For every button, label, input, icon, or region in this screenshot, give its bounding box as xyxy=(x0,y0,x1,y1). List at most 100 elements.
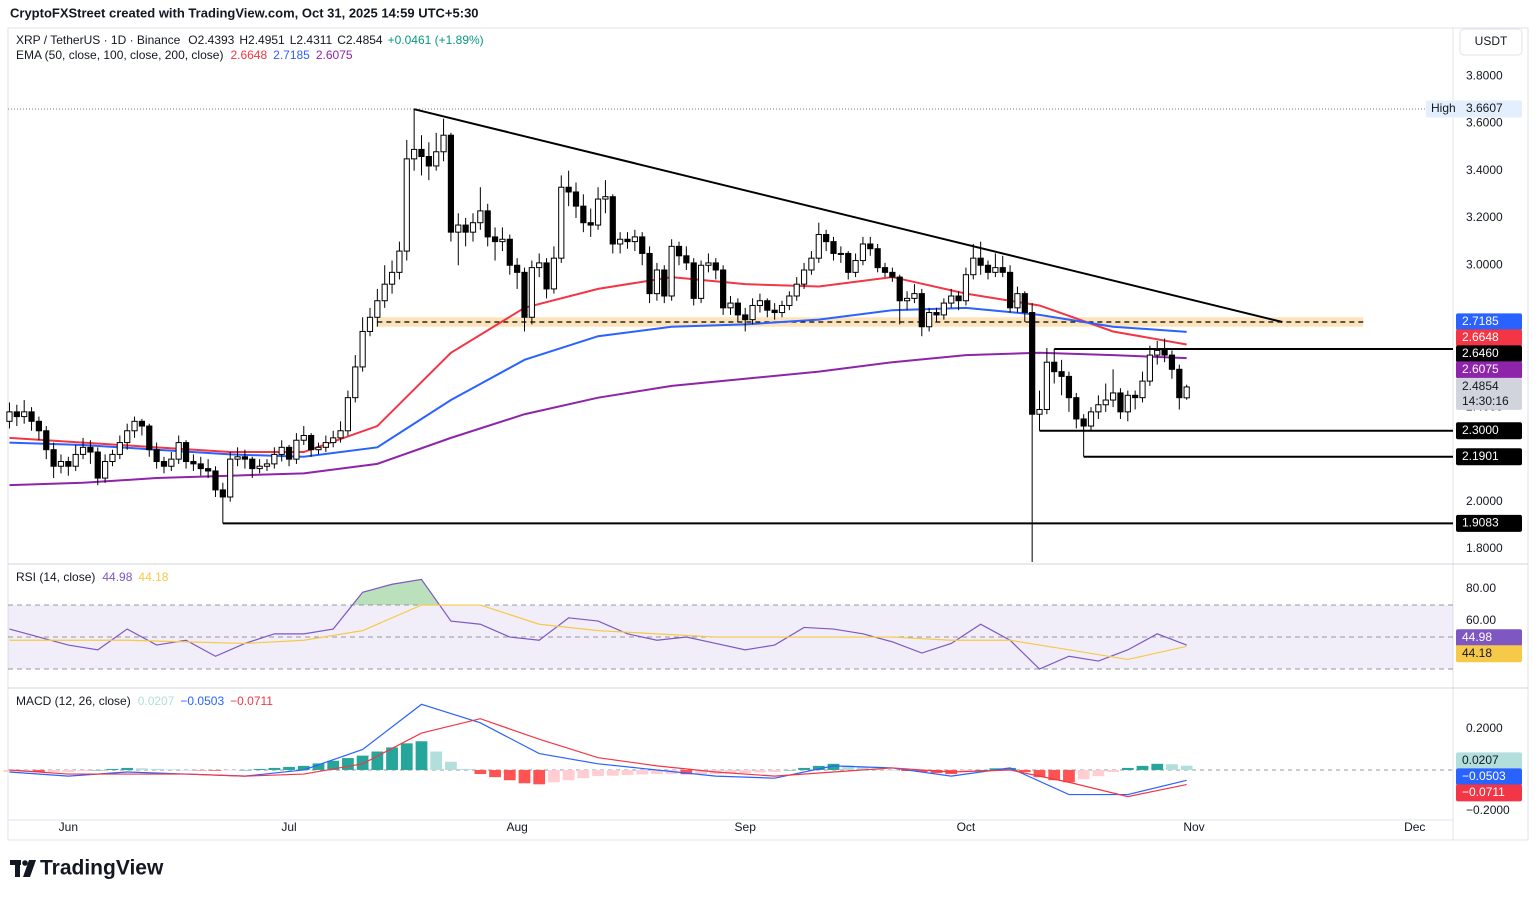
price-tag-label: 2.6648 xyxy=(1462,330,1499,344)
histogram-bar xyxy=(33,769,45,773)
histogram-bar xyxy=(1048,769,1061,781)
candle-body xyxy=(1051,361,1058,373)
histogram-bar xyxy=(695,769,707,775)
candle-body xyxy=(322,442,329,448)
candle-body xyxy=(1087,411,1095,427)
price-change: +0.0461 (+1.89%) xyxy=(388,33,484,47)
histogram-bar xyxy=(150,768,163,770)
candle-body xyxy=(28,411,35,422)
legend-value: −0.0503 xyxy=(180,694,224,708)
histogram-bar xyxy=(224,769,237,771)
pane-legend: RSI (14, close) xyxy=(16,570,95,584)
last-price-tag xyxy=(1456,377,1522,410)
histogram-bar xyxy=(812,765,825,770)
price-tag-label: 2.7185 xyxy=(1462,314,1499,328)
y-tick-label: 3.2000 xyxy=(1466,210,1503,224)
histogram-bar xyxy=(857,766,869,770)
candle-body xyxy=(293,439,300,460)
brand-name: TradingView xyxy=(40,857,164,880)
candle-body xyxy=(315,446,322,451)
candle-body xyxy=(308,435,315,451)
candle-body xyxy=(1183,386,1190,399)
histogram-bar xyxy=(680,769,693,775)
candle-body xyxy=(646,252,653,295)
histogram-bar xyxy=(400,743,413,770)
x-tick-label: Jun xyxy=(59,820,78,834)
histogram-bar xyxy=(239,769,251,771)
candle-body xyxy=(514,264,521,273)
x-tick-label: Dec xyxy=(1404,820,1425,834)
candle-body xyxy=(381,283,388,302)
candle-body xyxy=(977,257,984,266)
chart-frame xyxy=(7,27,1529,841)
candle-body xyxy=(249,458,256,470)
candle-body xyxy=(675,245,683,257)
candle-body xyxy=(1124,394,1131,413)
candle-body xyxy=(962,274,970,302)
candle-body xyxy=(1073,397,1080,420)
currency-button[interactable] xyxy=(1459,28,1523,56)
candle-body xyxy=(690,262,697,299)
candle-body xyxy=(1036,408,1043,415)
histogram-bar xyxy=(739,769,752,774)
ohlc-label: O xyxy=(188,33,197,47)
candle-body xyxy=(256,465,263,470)
legend-value: 2.6075 xyxy=(316,48,353,62)
candle-body xyxy=(896,276,903,302)
candle-body xyxy=(182,442,190,463)
x-tick-label: Oct xyxy=(957,820,976,834)
candle-body xyxy=(587,222,594,226)
price-tag xyxy=(1456,629,1522,647)
histogram-bar xyxy=(636,769,649,775)
candle-body xyxy=(874,248,881,269)
candle-body xyxy=(278,446,285,455)
candle-body xyxy=(661,269,668,297)
y-tick-label: 0.2000 xyxy=(1466,721,1503,735)
candle-body xyxy=(433,151,440,167)
candle-body xyxy=(881,267,889,273)
candle-body xyxy=(1080,418,1087,427)
candle-body xyxy=(447,134,455,233)
candle-body xyxy=(87,446,94,453)
histogram-bar xyxy=(651,769,663,775)
histogram-bar xyxy=(827,763,840,770)
ohlc-value: 2.4311 xyxy=(296,33,332,47)
histogram-bar xyxy=(886,769,899,771)
price-tag-label: 2.1901 xyxy=(1462,449,1499,463)
histogram-bar xyxy=(386,747,398,770)
price-tag-label: 0.0207 xyxy=(1462,753,1499,767)
indicator-line xyxy=(9,578,1187,670)
histogram-bar xyxy=(518,769,531,784)
x-tick-label: Nov xyxy=(1183,820,1204,834)
candle-body xyxy=(859,243,867,262)
candle-body xyxy=(1102,399,1109,406)
candle-body xyxy=(50,449,57,467)
candle-body xyxy=(1176,368,1183,399)
candle-body xyxy=(867,243,874,250)
histogram-bar xyxy=(209,769,222,771)
histogram-bar xyxy=(1166,764,1178,770)
histogram-bar xyxy=(533,769,546,785)
candle-body xyxy=(175,442,182,460)
histogram-bar xyxy=(842,765,855,770)
candle-body xyxy=(617,238,624,245)
candle-body xyxy=(190,461,197,465)
candle-body xyxy=(65,461,72,467)
candle-body xyxy=(727,302,734,309)
candle-body xyxy=(734,302,741,316)
y-tick-label: 3.8000 xyxy=(1466,68,1503,82)
histogram-bar xyxy=(768,769,781,773)
candle-body xyxy=(1058,371,1065,377)
price-tag-label: 2.3000 xyxy=(1462,423,1499,437)
histogram-bar xyxy=(165,769,178,770)
candle-body xyxy=(955,295,962,302)
price-tag xyxy=(1456,768,1522,786)
currency[interactable]: USDT xyxy=(1475,34,1508,48)
candle-body xyxy=(830,241,837,254)
candle-body xyxy=(1154,349,1161,356)
histogram-bar xyxy=(1004,767,1016,770)
support-zone xyxy=(377,317,1364,327)
histogram-bar xyxy=(1121,767,1134,770)
histogram-bar xyxy=(489,769,501,778)
legend-value: 44.98 xyxy=(102,570,132,584)
